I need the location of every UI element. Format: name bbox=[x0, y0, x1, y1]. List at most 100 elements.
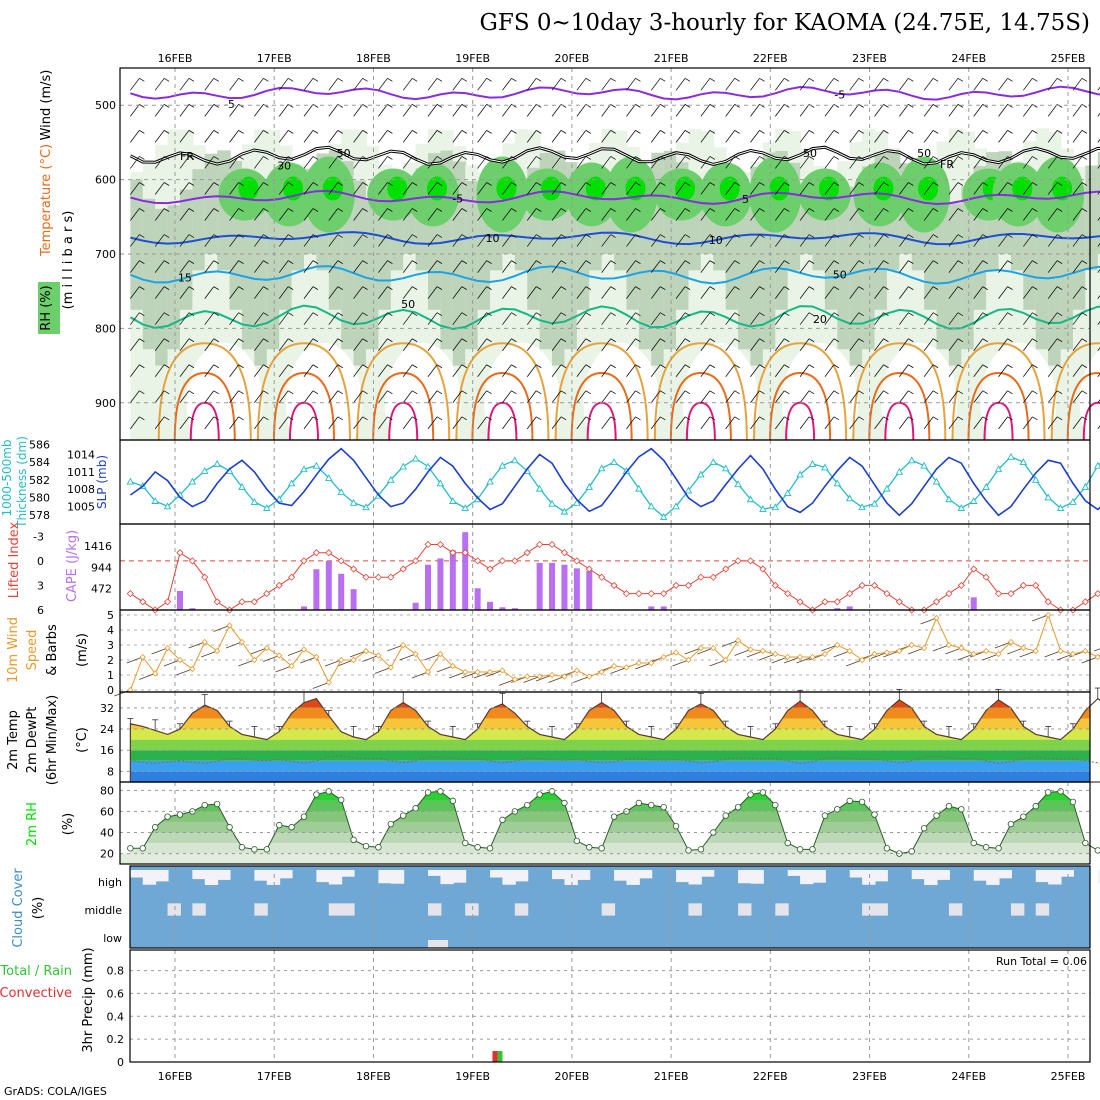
wind-barb bbox=[923, 208, 934, 221]
wind-barb-flag bbox=[163, 130, 170, 134]
wind-barb bbox=[303, 234, 314, 247]
pressure-tick-label: 500 bbox=[95, 99, 116, 112]
wind-barb bbox=[774, 130, 785, 143]
rh-marker bbox=[1057, 788, 1064, 795]
wind-barb bbox=[576, 182, 587, 195]
wind-barb-flag bbox=[163, 156, 170, 160]
wind-barb bbox=[502, 130, 512, 143]
wind-barb-flag bbox=[163, 312, 170, 317]
wind-panel-frame bbox=[119, 609, 1091, 693]
wind-barb-flag bbox=[213, 182, 219, 186]
wind-barb bbox=[254, 286, 264, 299]
wind-barb-flag bbox=[908, 390, 914, 395]
date-label-top: 22FEB bbox=[753, 52, 788, 65]
wind-speed-marker bbox=[772, 650, 779, 658]
surface-wind-barb bbox=[374, 667, 391, 674]
wind-barb-flag bbox=[213, 364, 219, 369]
wind-barb-flag bbox=[362, 260, 368, 264]
wind-speed-marker bbox=[846, 647, 853, 655]
contour-label: -5 bbox=[834, 88, 845, 101]
surface-wind-barb bbox=[114, 689, 131, 697]
thickness-marker bbox=[585, 482, 594, 490]
wind-barb bbox=[700, 182, 711, 195]
wind-barb-flag bbox=[833, 390, 840, 395]
wind-barb bbox=[1072, 182, 1083, 195]
wind-barb-flag bbox=[436, 104, 443, 108]
wind-barb bbox=[452, 338, 463, 351]
wind-barb bbox=[204, 364, 215, 378]
wind-barb-flag bbox=[436, 130, 443, 134]
wind-barb-flag bbox=[486, 77, 492, 82]
wind-barb-flag bbox=[287, 182, 294, 186]
wind-barb bbox=[154, 286, 165, 299]
warm-contour-arc bbox=[372, 372, 435, 441]
wind-barb-flag bbox=[759, 364, 765, 369]
wind-barb bbox=[675, 338, 686, 351]
wind-barb bbox=[328, 390, 339, 404]
thickness-marker bbox=[672, 502, 680, 510]
wind-barb-flag bbox=[684, 260, 691, 264]
cape-bar bbox=[300, 606, 307, 610]
wind-barb-flag bbox=[560, 234, 567, 238]
wind-barb bbox=[353, 208, 363, 221]
wind-barb-flag bbox=[957, 182, 964, 186]
wind-barb-flag bbox=[188, 130, 195, 134]
wind-barb bbox=[254, 390, 264, 404]
wind-barb bbox=[378, 130, 388, 143]
wind-barb-flag bbox=[536, 338, 542, 343]
wind-barb bbox=[1097, 347, 1100, 351]
lifted-index-marker bbox=[635, 590, 643, 598]
wind-barb bbox=[998, 312, 1008, 325]
wind-barb-flag bbox=[213, 156, 219, 160]
surface-wind-barb bbox=[821, 644, 838, 652]
wind-barb bbox=[1072, 234, 1083, 247]
wind-speed-marker bbox=[871, 650, 878, 658]
wind-barb bbox=[278, 234, 289, 247]
wind-barb-flag bbox=[337, 156, 344, 160]
wind-barb bbox=[700, 234, 711, 247]
wind-barb bbox=[948, 390, 959, 404]
high-cloud-gap bbox=[341, 870, 355, 877]
wind-barb bbox=[328, 260, 339, 273]
wind-barb-flag bbox=[709, 364, 716, 369]
wind-barb-flag bbox=[908, 338, 914, 343]
wind-barb bbox=[154, 182, 165, 195]
wind-barb bbox=[303, 286, 314, 299]
wind-barb bbox=[1072, 286, 1083, 299]
wind-barb-flag bbox=[436, 364, 443, 369]
wind-barb bbox=[899, 78, 909, 91]
rh-panel-frame bbox=[119, 781, 1091, 865]
lifted-index-marker bbox=[1044, 598, 1052, 606]
wind-barb bbox=[998, 234, 1008, 247]
wind-barb-flag bbox=[1081, 130, 1088, 134]
mid-cloud-gap bbox=[514, 903, 529, 916]
wind-barb-flag bbox=[1056, 416, 1063, 421]
wind-barb bbox=[402, 416, 413, 430]
wind-barb-flag bbox=[560, 156, 567, 160]
wind-barb-flag bbox=[163, 416, 170, 421]
wind-barb bbox=[278, 390, 289, 404]
high-cloud-gap bbox=[638, 870, 653, 879]
wind-barb bbox=[130, 130, 140, 143]
wind-barb-flag bbox=[908, 156, 914, 160]
wind-barb bbox=[130, 182, 140, 195]
wind-speed-marker bbox=[288, 662, 295, 670]
lifted-index-marker bbox=[771, 581, 779, 589]
wind-barb-flag bbox=[808, 77, 815, 82]
cape-bar bbox=[462, 532, 469, 610]
wind-speed-marker bbox=[697, 644, 704, 652]
wind-barb bbox=[502, 182, 512, 195]
wind-barb-flag bbox=[833, 286, 840, 290]
wind-speed-marker bbox=[201, 638, 208, 646]
temp-contour-10 bbox=[130, 231, 1100, 246]
wind-barb-flag bbox=[908, 104, 914, 108]
wind-barb bbox=[179, 416, 190, 430]
wind-barb-flag bbox=[784, 130, 790, 134]
wind-barb-flag bbox=[660, 234, 666, 238]
wind-barb-flag bbox=[436, 234, 443, 238]
warm-contour-arc bbox=[852, 342, 947, 441]
wind-barb-flag bbox=[486, 208, 492, 212]
rh-marker bbox=[685, 847, 692, 854]
mid-cloud-gap bbox=[428, 903, 442, 916]
wind-speed-marker bbox=[648, 659, 655, 667]
